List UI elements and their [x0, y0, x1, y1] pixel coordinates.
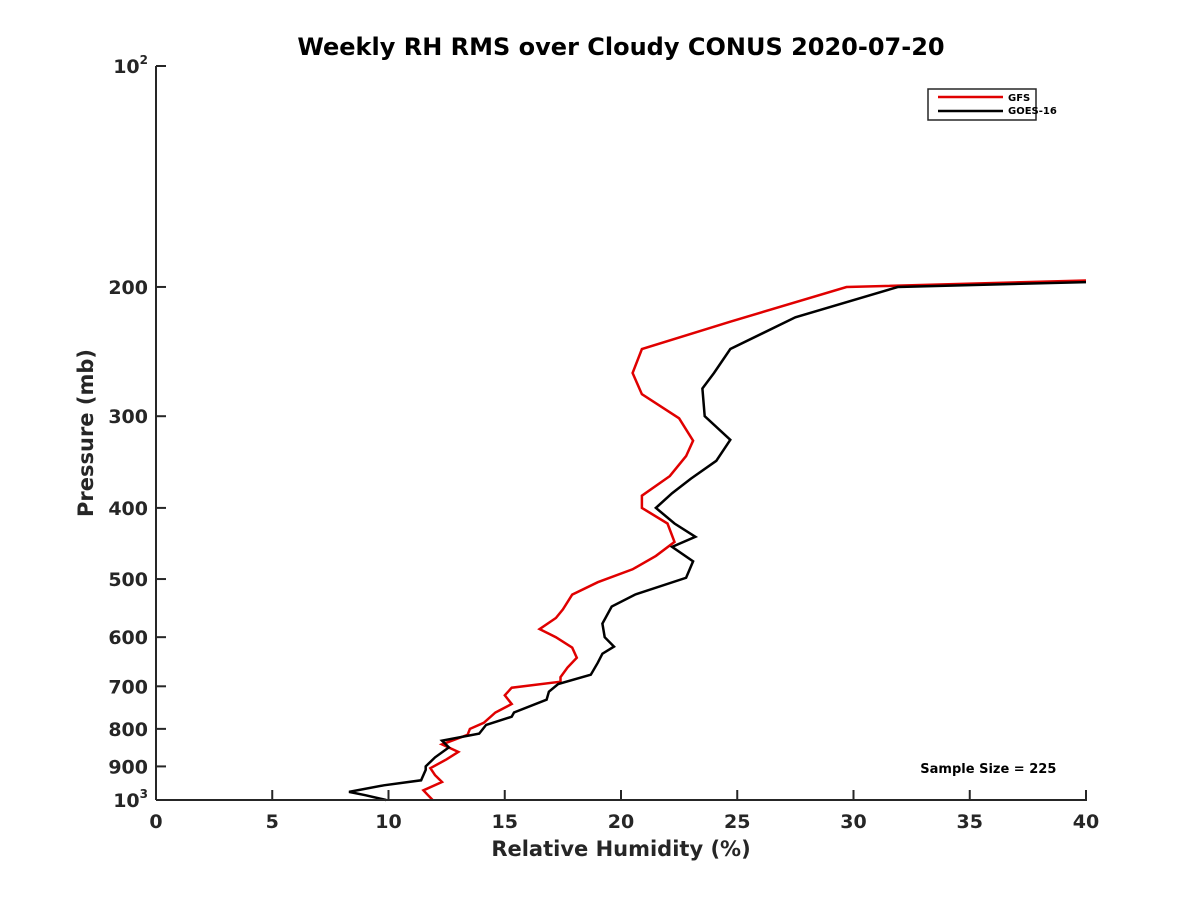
y-axis-ticks: 102 200 300 400 500 600 700 800 900 103 — [108, 53, 166, 812]
series-line-goes-16 — [348, 280, 1087, 802]
y-tick-label: 400 — [108, 498, 148, 520]
y-tick-label: 102 — [113, 53, 148, 78]
x-axis-ticks: 0 5 10 15 20 25 30 35 40 — [149, 790, 1099, 833]
y-tick-label: 103 — [113, 787, 148, 812]
legend: GFS GOES-16 — [927, 88, 1057, 121]
y-tick-label: 900 — [108, 756, 148, 778]
x-tick-label: 0 — [149, 811, 162, 833]
plot-area — [348, 279, 1087, 802]
y-tick-label: 800 — [108, 719, 148, 741]
legend-box — [927, 88, 1037, 121]
legend-label-gfs: GFS — [1008, 93, 1030, 104]
y-tick-label: 300 — [108, 406, 148, 428]
legend-label-goes16: GOES-16 — [1008, 106, 1057, 117]
x-tick-label: 15 — [492, 811, 518, 833]
y-axis-label: Pressure (mb) — [74, 349, 98, 517]
y-tick-label: 600 — [108, 627, 148, 649]
x-tick-label: 5 — [266, 811, 279, 833]
x-tick-label: 35 — [957, 811, 983, 833]
series-line-gfs — [421, 279, 1087, 801]
chart-title: Weekly RH RMS over Cloudy CONUS 2020-07-… — [297, 33, 944, 61]
x-tick-label: 25 — [724, 811, 750, 833]
x-tick-label: 20 — [608, 811, 634, 833]
x-tick-label: 30 — [840, 811, 866, 833]
x-tick-label: 40 — [1073, 811, 1099, 833]
sample-size-annotation: Sample Size = 225 — [920, 762, 1056, 777]
x-tick-label: 10 — [375, 811, 401, 833]
y-tick-label: 500 — [108, 569, 148, 591]
x-axis-label: Relative Humidity (%) — [491, 837, 750, 861]
y-tick-label: 700 — [108, 676, 148, 698]
y-tick-label: 200 — [108, 277, 148, 299]
